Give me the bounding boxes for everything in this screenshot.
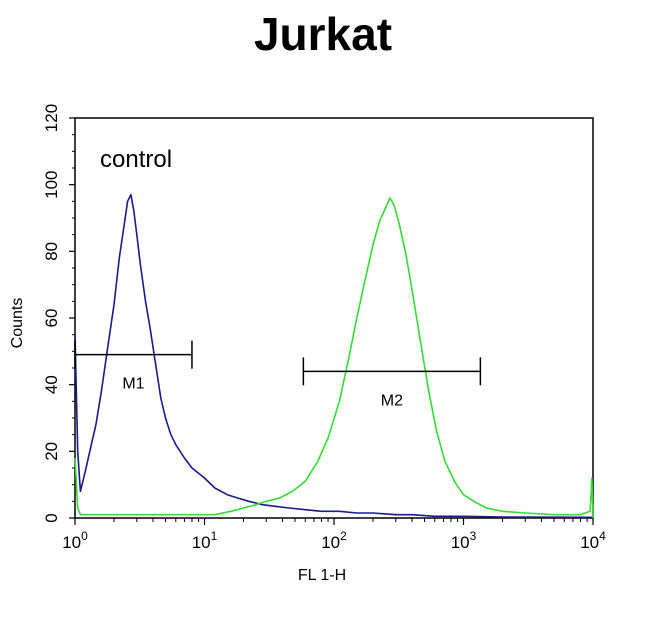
x-axis: 100 101 102 103 104 [62, 518, 606, 552]
x-tick-label: 103 [451, 529, 477, 552]
x-tick-label: 101 [192, 529, 218, 552]
y-tick-label: 80 [42, 242, 61, 261]
y-tick-label: 60 [42, 309, 61, 328]
control-annotation: control [100, 146, 172, 173]
y-tick-label: 100 [42, 170, 61, 198]
histogram-series-1 [74, 193, 594, 519]
plot-frame [74, 117, 594, 519]
chart-title: Jurkat [254, 8, 392, 60]
x-tick-label: 102 [321, 529, 347, 552]
gate-marker-label: M2 [381, 392, 403, 409]
series-layer [74, 193, 594, 519]
histogram-series-2 [74, 197, 594, 519]
y-axis: 0 20 40 60 80 100 120 [42, 104, 75, 523]
y-tick-label: 40 [42, 375, 61, 394]
x-axis-label: FL 1-H [298, 567, 346, 584]
x-tick-label: 100 [62, 529, 88, 552]
x-tick-label: 104 [580, 529, 606, 552]
marker-layer: M1 M2 [74, 340, 482, 409]
gate-marker-m2: M2 [302, 357, 482, 409]
gate-marker-m1: M1 [74, 340, 193, 393]
y-axis-label: Counts [9, 298, 26, 349]
gate-marker-label: M1 [122, 376, 144, 393]
y-tick-label: 0 [42, 513, 61, 522]
y-tick-label: 120 [42, 104, 61, 132]
y-tick-label: 20 [42, 442, 61, 461]
